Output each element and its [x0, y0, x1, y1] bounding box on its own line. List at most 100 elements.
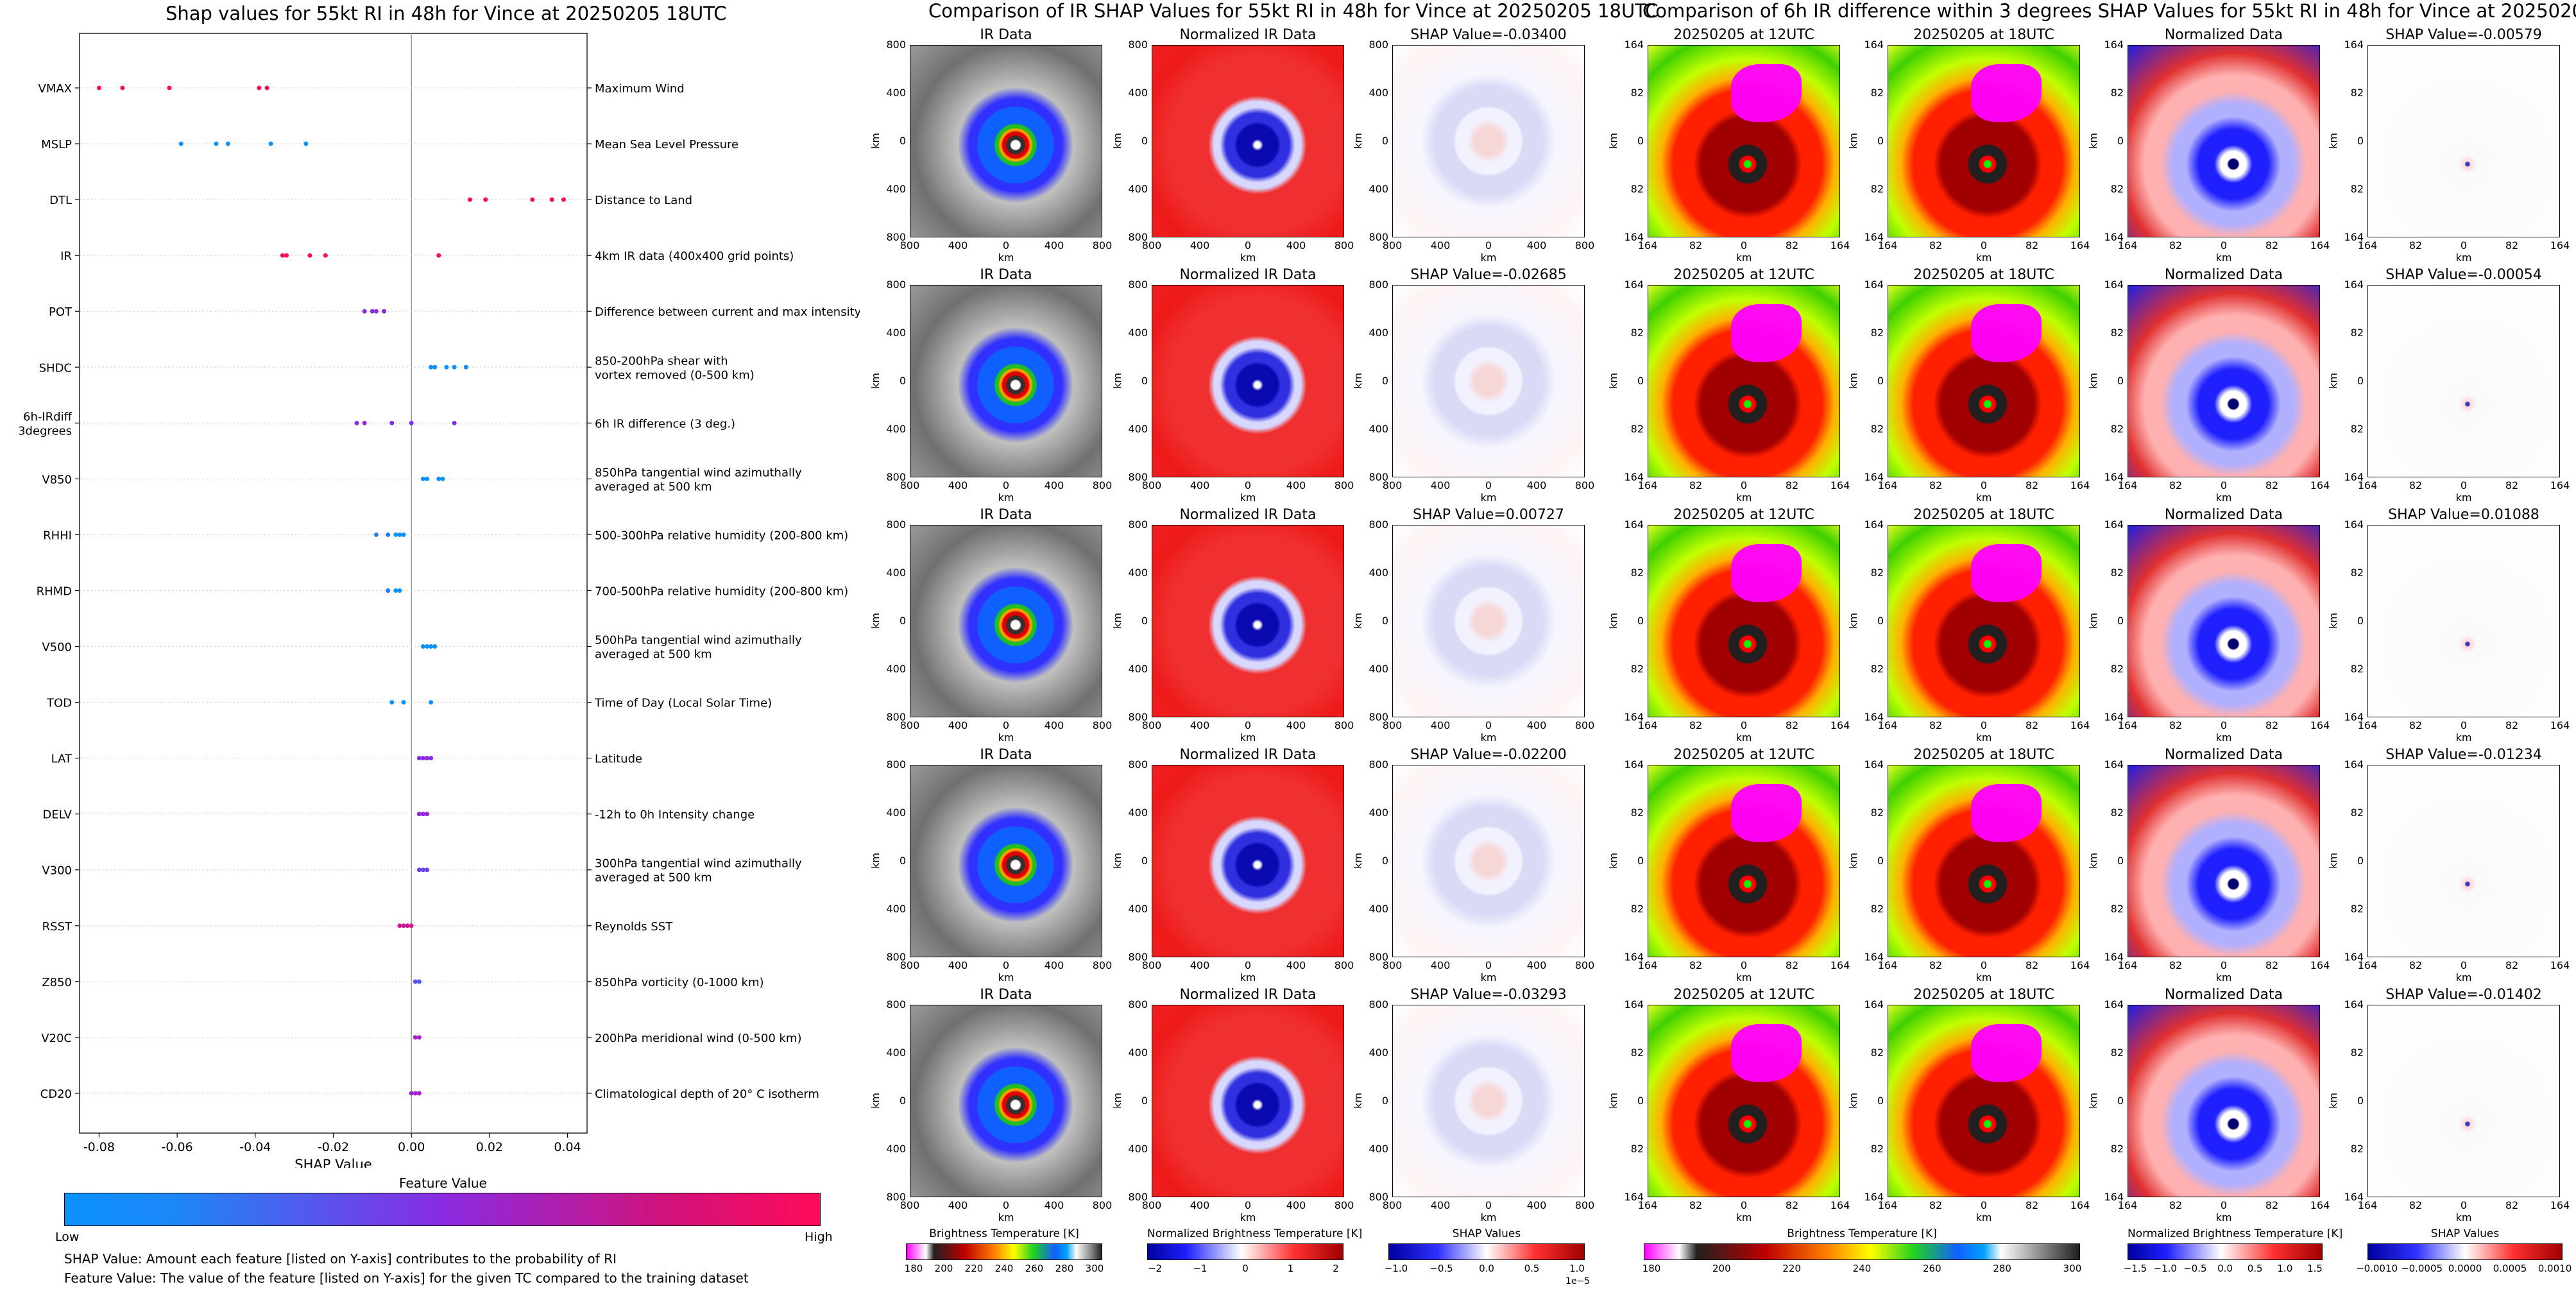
shap-point: [397, 923, 402, 928]
y-tick-label: 82: [2110, 423, 2124, 435]
y-tick-label: 164: [2104, 471, 2124, 483]
x-tick-label: 400: [1190, 479, 1210, 491]
feature-description-label: Maximum Wind: [595, 82, 685, 96]
y-axis-label: km: [2086, 1093, 2099, 1109]
y-tick-label: 82: [1630, 1143, 1644, 1155]
x-tick-label: 0: [1244, 1199, 1252, 1211]
x-tick-label: 400: [1044, 1199, 1064, 1211]
shap-map-panel: [2367, 285, 2560, 477]
x-tick-label: 0: [1002, 1199, 1010, 1211]
y-tick-label: 800: [1128, 471, 1148, 483]
y-tick-label: 800: [1128, 231, 1148, 243]
cold-cloud-region: [1971, 544, 2042, 602]
shap-point: [416, 756, 422, 761]
shap-map-panel: [1392, 285, 1585, 477]
y-tick-label: 164: [1624, 278, 1644, 291]
shap-point: [425, 756, 430, 761]
y-tick-label: 800: [1369, 38, 1388, 51]
x-tick-label: 0: [1740, 1199, 1748, 1211]
shap-point: [409, 923, 414, 928]
normalized-image-panel: [1152, 1005, 1344, 1197]
shap-point: [167, 85, 172, 90]
y-tick-label: 0: [1637, 615, 1644, 627]
colorbar-title: Feature Value: [399, 1175, 487, 1191]
x-axis-label: km: [1736, 971, 1752, 984]
x-tick-label: 82: [1929, 1199, 1943, 1211]
x-tick-label: 164: [1877, 959, 1898, 971]
y-tick-label: 164: [1864, 711, 1884, 723]
panel-title: IR Data: [980, 267, 1032, 283]
colorbar-tick-label: 0: [1242, 1263, 1249, 1274]
y-tick-label: 82: [2350, 183, 2364, 195]
feature-code-label: 6h-IRdiff: [23, 410, 73, 423]
x-tick-label: 82: [2169, 959, 2183, 971]
y-tick-label: 400: [1369, 807, 1388, 819]
y-tick-label: 400: [1128, 903, 1148, 915]
y-tick-label: 0: [1637, 375, 1644, 387]
x-tick-label: 0: [1485, 719, 1492, 731]
y-tick-label: 82: [1630, 1046, 1644, 1059]
x-tick-label: 164: [1877, 239, 1898, 252]
y-tick-label: 800: [1369, 758, 1388, 771]
y-axis-label: km: [1111, 133, 1123, 149]
x-tick-label: 164: [2357, 719, 2378, 731]
x-tick-label: 164: [1637, 1199, 1658, 1211]
y-tick-label: 0: [2117, 375, 2124, 387]
feature-description-label: Time of Day (Local Solar Time): [594, 697, 772, 710]
shap-point: [397, 532, 402, 537]
y-axis-label: km: [1111, 853, 1123, 869]
x-tick-label: 800: [900, 719, 920, 731]
y-tick-label: 82: [2350, 1046, 2364, 1059]
y-tick-label: 82: [1870, 1046, 1884, 1059]
x-tick-label: 164: [2117, 719, 2138, 731]
y-tick-label: 82: [2350, 87, 2364, 99]
colorbar-tick-label: 1.0: [1569, 1263, 1585, 1274]
x-tick-label: 0: [1244, 239, 1252, 252]
y-tick-label: 800: [886, 231, 906, 243]
y-tick-label: 0: [2117, 135, 2124, 147]
x-tick-label: 0: [1980, 479, 1988, 491]
x-tick-label: 400: [1286, 479, 1306, 491]
y-tick-label: 164: [1864, 518, 1884, 531]
x-tick-label: 164: [2310, 1199, 2330, 1211]
x-tick-label: 164: [2310, 959, 2330, 971]
shap-point: [362, 420, 367, 425]
x-axis-label: km: [1736, 731, 1752, 744]
x-tick-label: 0: [1740, 479, 1748, 491]
shap-panel-title: SHAP Value=-0.00054: [2385, 267, 2542, 283]
shap-point: [303, 141, 309, 146]
x-axis-label: km: [2215, 1211, 2232, 1224]
x-axis-label: km: [1975, 731, 1992, 744]
y-tick-label: 82: [2110, 903, 2124, 915]
colorbar-tick-label: 1.5: [2307, 1263, 2323, 1274]
shap-point: [214, 141, 219, 146]
x-axis-label: km: [2215, 971, 2232, 984]
x-tick-label: 0: [2460, 479, 2468, 491]
x-tick-label: 800: [1574, 239, 1595, 252]
y-tick-label: 800: [886, 518, 906, 531]
x-tick-label: 0: [2460, 959, 2468, 971]
x-tick-label: 0: [2220, 719, 2228, 731]
x-tick-label: 82: [2505, 959, 2519, 971]
x-axis-label: km: [998, 731, 1014, 744]
x-tick-label: 800: [1382, 719, 1403, 731]
y-tick-label: 164: [1624, 38, 1644, 51]
y-tick-label: 400: [1128, 1143, 1148, 1155]
shap-point: [416, 812, 422, 817]
y-tick-label: 0: [899, 1095, 906, 1107]
feature-code-label: V300: [42, 864, 72, 878]
x-tick-label: 82: [2025, 959, 2039, 971]
y-tick-label: 0: [2117, 615, 2124, 627]
shap-point: [386, 532, 391, 537]
x-tick-label: 800: [1092, 479, 1113, 491]
x-tick-label: 800: [1574, 719, 1595, 731]
colorbar: [1147, 1243, 1343, 1260]
x-tick-label: 0: [1980, 959, 1988, 971]
cold-cloud-region: [1731, 1024, 1802, 1082]
shap-point: [413, 1035, 418, 1040]
x-tick-label: 800: [1334, 1199, 1354, 1211]
y-tick-label: 0: [1877, 375, 1884, 387]
x-axis-label: km: [1480, 252, 1497, 264]
feature-code-label: RHHI: [43, 529, 72, 542]
y-tick-label: 82: [1870, 663, 1884, 675]
